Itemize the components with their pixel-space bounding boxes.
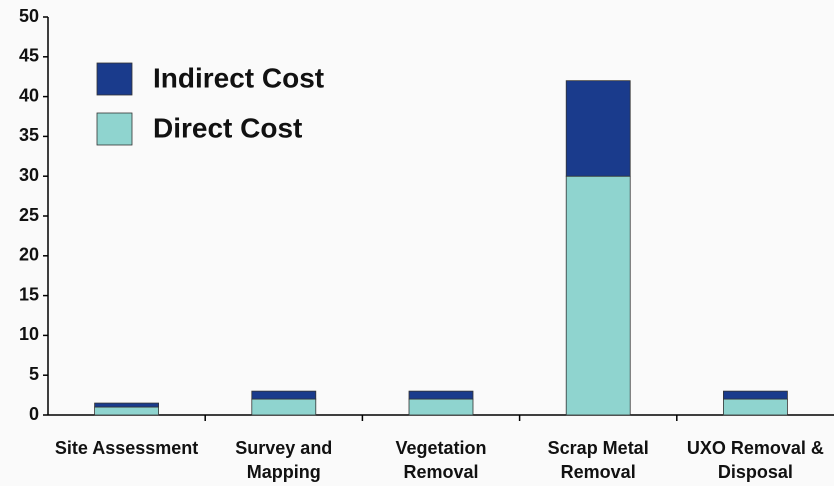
x-tick-label: Site Assessment — [52, 436, 202, 460]
legend-label: Direct Cost — [153, 112, 302, 143]
y-tick-label: 15 — [19, 284, 39, 304]
legend-label: Indirect Cost — [153, 62, 324, 93]
bar-segment — [566, 176, 630, 415]
bar-segment — [409, 391, 473, 399]
x-tick-label: UXO Removal & Disposal — [680, 436, 830, 484]
y-tick-label: 0 — [29, 404, 39, 424]
legend-swatch — [97, 63, 132, 95]
y-tick-label: 35 — [19, 125, 39, 145]
x-tick-label: Vegetation Removal — [366, 436, 516, 484]
y-tick-label: 50 — [19, 6, 39, 26]
y-tick-label: 25 — [19, 205, 39, 225]
bar-segment — [95, 403, 159, 407]
bar-segment — [723, 391, 787, 399]
bar-segment — [252, 391, 316, 399]
y-tick-label: 20 — [19, 245, 39, 265]
bar-segment — [252, 399, 316, 415]
y-tick-label: 45 — [19, 46, 39, 66]
legend-swatch — [97, 113, 132, 145]
bar-segment — [566, 81, 630, 177]
y-tick-label: 10 — [19, 324, 39, 344]
y-tick-label: 5 — [29, 364, 39, 384]
bar-segment — [95, 407, 159, 415]
chart: 0 5 10 15 20 25 30 35 40 45 50 Indirect Cost Direct … — [0, 0, 834, 486]
bar-segment — [723, 399, 787, 415]
page: 0 5 10 15 20 25 30 35 40 45 50 Indirect Cost Direct … — [0, 0, 834, 486]
y-tick-label: 30 — [19, 165, 39, 185]
x-tick-label: Survey and Mapping — [209, 436, 359, 484]
y-tick-label: 40 — [19, 85, 39, 105]
bar-segment — [409, 399, 473, 415]
x-tick-label: Scrap Metal Removal — [523, 436, 673, 484]
